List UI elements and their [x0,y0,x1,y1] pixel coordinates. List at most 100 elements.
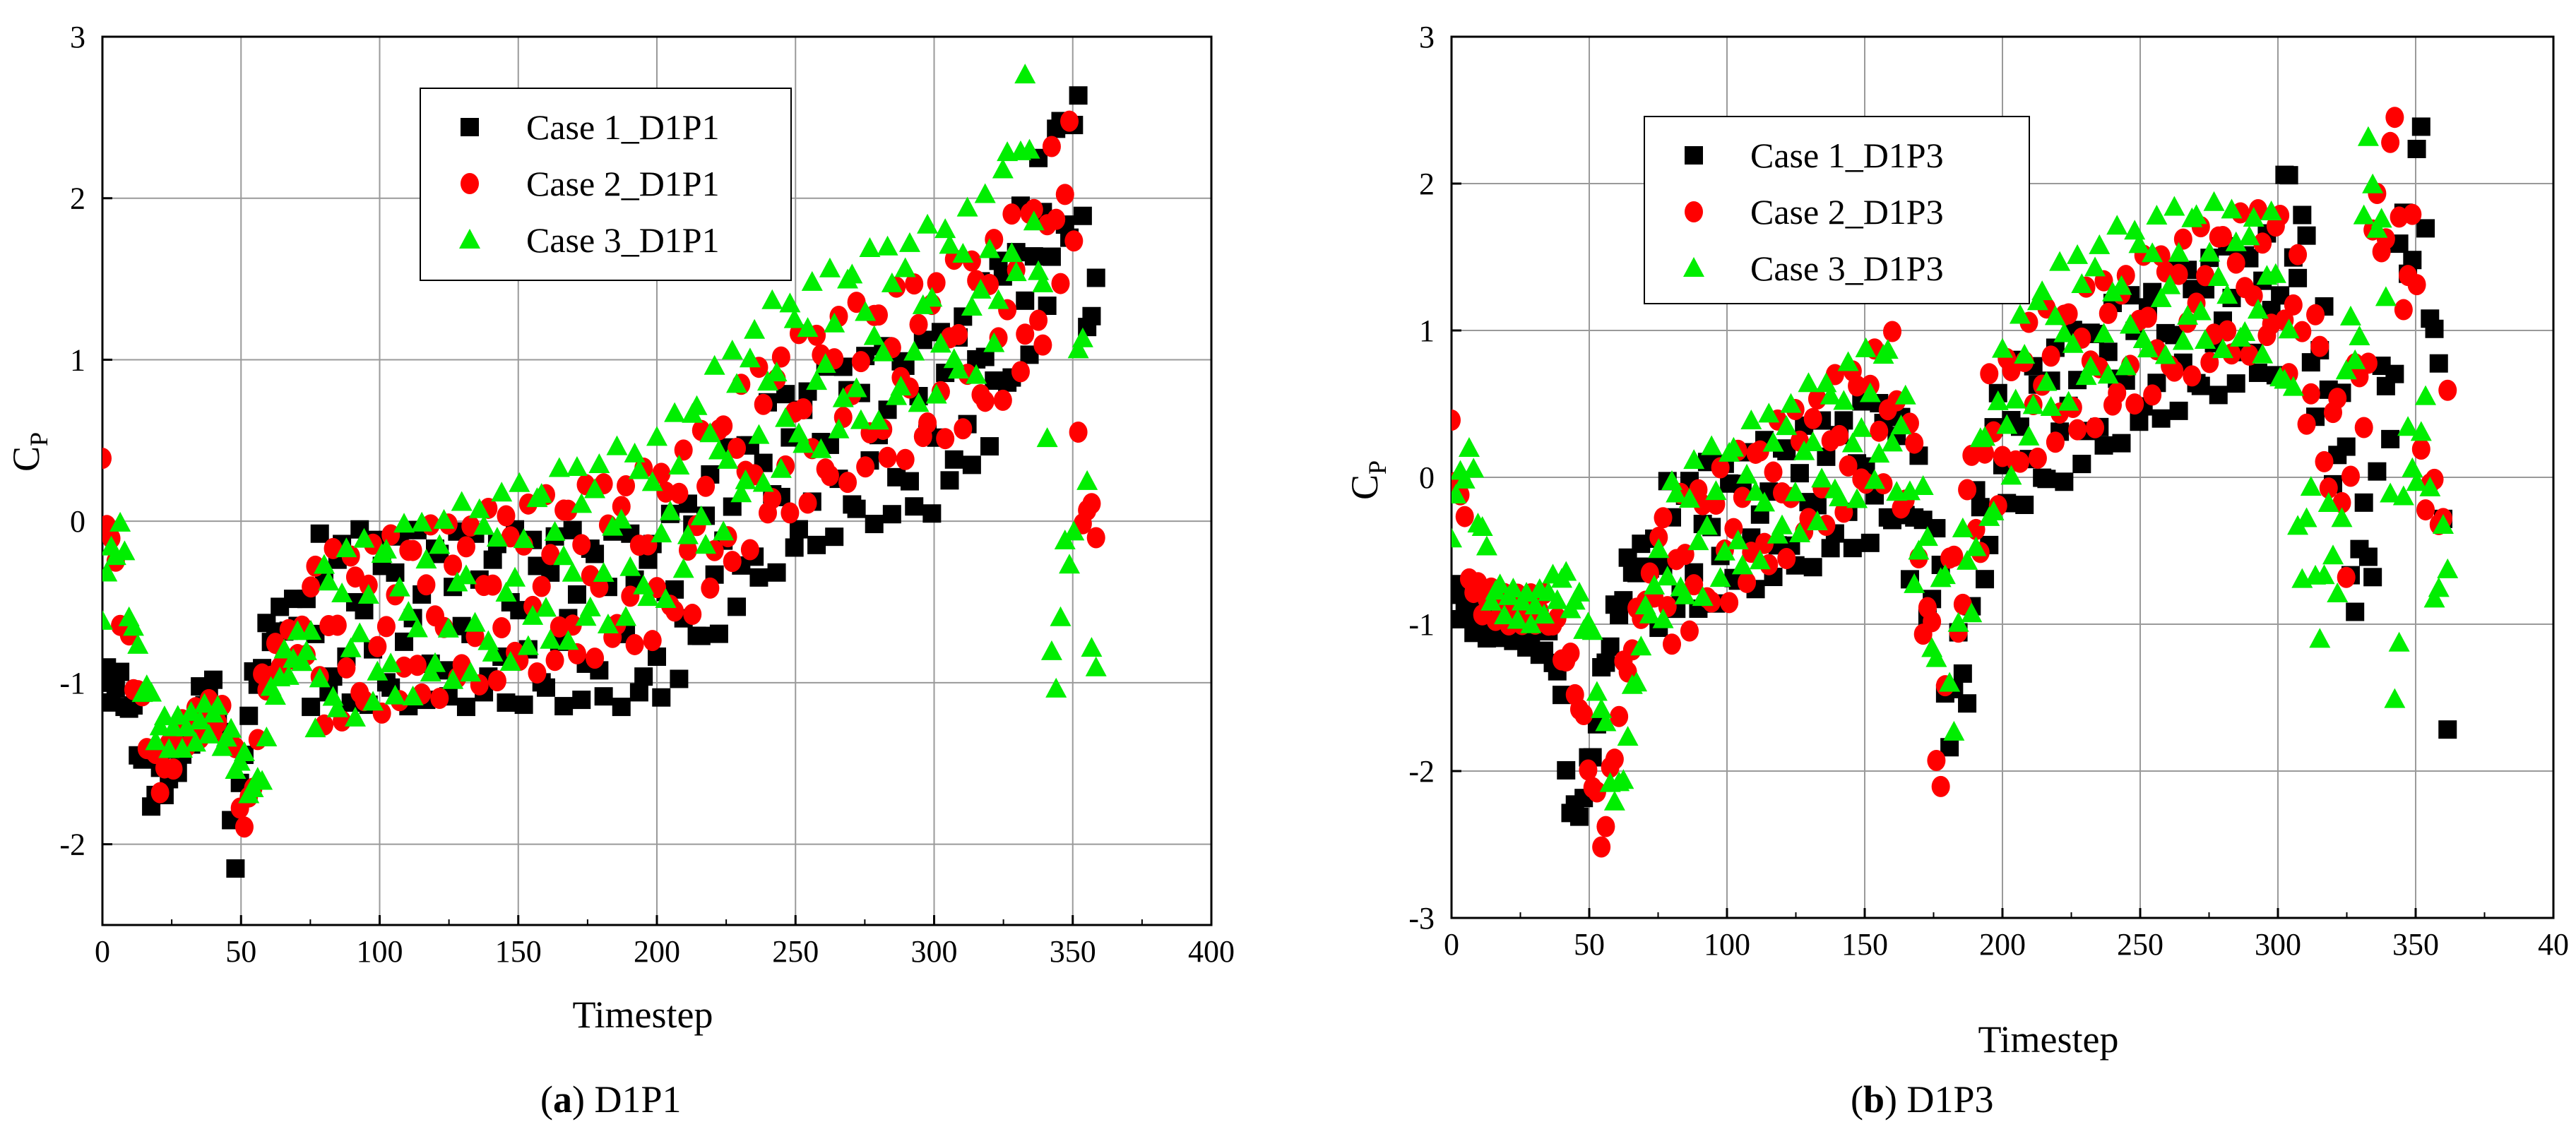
data-point [936,428,955,450]
data-point [1648,538,1670,559]
data-point [793,433,814,453]
data-point [304,717,326,738]
data-point [198,723,220,744]
data-point [1848,375,1867,397]
data-point [406,617,428,638]
data-point [2086,417,2105,438]
data-point [541,544,560,566]
data-point [532,575,551,597]
data-point [184,732,206,752]
data-point [2406,471,2428,491]
data-point [1561,642,1580,664]
data-point [801,270,823,291]
data-point [1678,488,1700,508]
data-point [987,289,1009,309]
data-point [1666,482,1687,503]
data-point [451,491,473,511]
data-point [2433,513,2454,534]
data-point [771,346,790,368]
data-point [2297,413,2316,435]
data-point [1480,590,1502,611]
data-point [775,407,797,427]
data-point [1489,573,1511,594]
data-point [302,576,321,598]
data-point [1749,549,1771,570]
data-point [1976,442,1995,464]
data-point [1855,337,1877,357]
data-point [2209,386,2228,405]
data-point [664,402,686,422]
data-point [1961,602,1983,623]
data-point [376,616,396,638]
data-point [2366,217,2388,238]
data-point [723,551,742,573]
data-point [572,534,591,556]
data-point [1976,570,1995,589]
data-point [748,424,770,444]
data-point [408,655,427,676]
data-point [2058,390,2079,411]
data-point [1051,273,1070,294]
data-point [882,505,901,524]
data-point [499,651,521,672]
data-point [2407,274,2426,296]
data-point [625,633,644,655]
data-point [545,650,564,672]
data-point [2375,286,2397,306]
data-point [1626,672,1648,692]
data-point [398,601,420,621]
data-point [1947,611,1969,632]
data-point [2212,338,2233,359]
data-point [1050,606,1072,626]
data-point [300,620,322,640]
y-axis-title: CP [1343,460,1391,500]
data-point [1830,424,1849,446]
data-point [1945,545,1964,567]
data-point [102,561,118,582]
data-point [1965,536,1987,556]
data-point [487,670,506,692]
data-point [586,647,605,669]
y-tick-label: -3 [1408,901,1435,936]
x-tick-label: 300 [911,934,958,969]
data-point [1085,656,1107,676]
data-point [1916,526,1938,547]
data-point [497,693,516,712]
data-point [779,292,801,313]
data-point [1803,407,1822,429]
data-point [483,574,502,596]
y-tick-label: 1 [70,342,85,377]
data-point [763,488,782,510]
data-point [2053,322,2075,342]
data-point [692,626,711,645]
data-point [814,353,836,374]
data-point [980,437,999,456]
data-point [162,716,184,736]
legend-label: Case 1_D1P1 [526,107,720,147]
data-point [1685,574,1704,596]
data-point [2289,244,2308,265]
y-tick-label: 3 [1419,20,1435,54]
data-point [810,438,832,458]
data-point [2225,231,2247,251]
data-point [1820,384,1841,405]
data-point [1837,351,1859,371]
data-point [1839,455,1858,477]
data-point [894,257,916,277]
data-point [699,422,721,443]
y-tick-label: -1 [59,666,85,700]
data-point [2415,385,2437,405]
data-point [1762,431,1784,452]
data-point [992,158,1014,179]
legend-box [1644,116,2030,304]
data-point [1524,595,1546,615]
data-point [2046,431,2065,453]
data-point [789,520,808,539]
data-point [619,556,641,576]
data-point [1579,759,1598,781]
data-point [975,390,995,412]
data-point [273,638,295,659]
data-point [820,465,839,487]
data-point [1454,468,1476,489]
data-point [497,505,516,527]
